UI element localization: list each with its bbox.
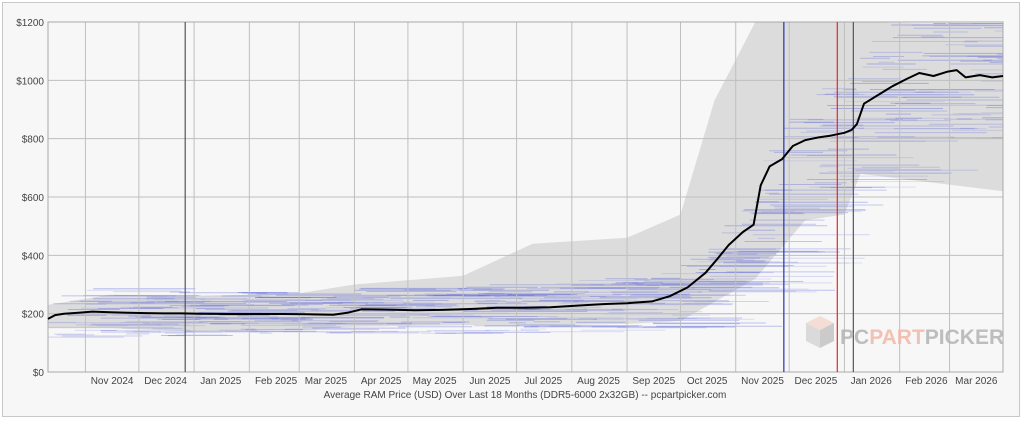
logo-part: PART xyxy=(869,326,925,349)
x-tick-label: May 2025 xyxy=(413,376,457,387)
y-tick-label: $800 xyxy=(22,135,45,146)
x-tick-label: Feb 2026 xyxy=(905,376,948,387)
y-tick-label: $1200 xyxy=(16,18,44,29)
x-tick-label: Feb 2025 xyxy=(255,376,298,387)
y-tick-label: $1000 xyxy=(16,76,44,87)
y-tick-label: $0 xyxy=(33,368,45,379)
gridlines xyxy=(47,21,1004,373)
logo-pc: PC xyxy=(840,326,869,349)
x-axis-ticks: Nov 2024 Dec 2024 Jan 2025 Feb 2025 Mar 2025… xyxy=(91,376,998,387)
x-tick-label: Aug 2025 xyxy=(577,376,620,387)
y-tick-label: $400 xyxy=(22,251,45,262)
x-tick-label: Sep 2025 xyxy=(632,376,675,387)
logo-picker: PICKER xyxy=(925,326,1004,349)
range-band-area xyxy=(48,22,1003,332)
x-tick-label: Dec 2024 xyxy=(144,376,187,387)
average-price-line-layer xyxy=(47,69,1004,320)
logo-text: PCPARTPICKER xyxy=(840,326,1004,349)
x-tick-label: Dec 2025 xyxy=(794,376,837,387)
y-axis-ticks: $0 $200 $400 $600 $800 $1000 $1200 xyxy=(16,18,44,379)
x-tick-label: Jun 2025 xyxy=(469,376,511,387)
price-range-band xyxy=(48,22,1003,332)
y-tick-label: $200 xyxy=(22,310,45,321)
x-tick-label: Mar 2025 xyxy=(305,376,348,387)
y-tick-label: $600 xyxy=(22,193,45,204)
x-tick-label: Jan 2025 xyxy=(200,376,242,387)
x-tick-label: Oct 2025 xyxy=(687,376,728,387)
x-tick-label: Jul 2025 xyxy=(524,376,562,387)
x-axis-caption: Average RAM Price (USD) Over Last 18 Mon… xyxy=(324,390,727,401)
plot-border xyxy=(47,21,1004,373)
x-tick-label: Nov 2024 xyxy=(91,376,134,387)
x-tick-label: Nov 2025 xyxy=(741,376,784,387)
average-price-line xyxy=(47,69,1004,320)
x-tick-label: Apr 2025 xyxy=(361,376,402,387)
watermark-logo: PCPARTPICKER xyxy=(806,316,1004,349)
x-tick-label: Jan 2026 xyxy=(851,376,893,387)
x-tick-label: Mar 2026 xyxy=(955,376,998,387)
logo-box-icon xyxy=(806,316,834,348)
